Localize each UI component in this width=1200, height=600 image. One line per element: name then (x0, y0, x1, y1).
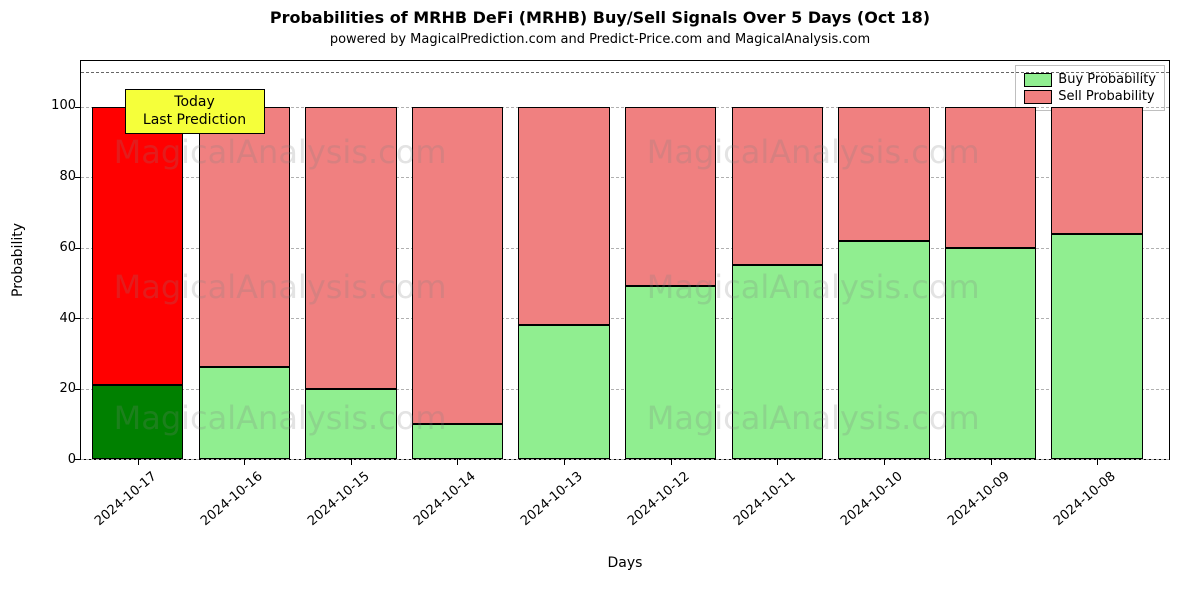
x-tick-label: 2024-10-15 (286, 469, 372, 545)
y-tick-label: 80 (16, 169, 76, 184)
y-tick-label: 60 (16, 240, 76, 255)
x-tick-mark (671, 459, 672, 465)
x-tick-mark (138, 459, 139, 465)
buy-bar (518, 325, 609, 459)
x-tick-mark (777, 459, 778, 465)
buy-bar (732, 265, 823, 459)
buy-bar (838, 241, 929, 459)
x-tick-mark (351, 459, 352, 465)
callout-line2: Last Prediction (136, 112, 254, 130)
buy-bar (1051, 234, 1142, 459)
sell-bar (412, 107, 503, 424)
figure: Probabilities of MRHB DeFi (MRHB) Buy/Se… (0, 0, 1200, 600)
buy-bar (945, 248, 1036, 459)
buy-bar (305, 389, 396, 459)
bar-group (305, 61, 396, 459)
x-tick-label: 2024-10-16 (180, 469, 266, 545)
buy-bar (92, 385, 183, 459)
bar-group (732, 61, 823, 459)
bar-group (945, 61, 1036, 459)
sell-bar (199, 107, 290, 368)
x-tick-label: 2024-10-17 (73, 469, 159, 545)
bar-group (625, 61, 716, 459)
x-tick-mark (884, 459, 885, 465)
x-tick-mark (991, 459, 992, 465)
buy-bar (625, 286, 716, 459)
today-callout: TodayLast Prediction (125, 89, 265, 134)
chart-title: Probabilities of MRHB DeFi (MRHB) Buy/Se… (0, 8, 1200, 27)
plot-area: Buy ProbabilitySell Probability 2024-10-… (80, 60, 1170, 460)
sell-bar (625, 107, 716, 287)
y-axis-label: Probability (8, 60, 28, 460)
y-tick-label: 40 (16, 311, 76, 326)
y-tick-label: 0 (16, 452, 76, 467)
sell-bar (732, 107, 823, 265)
x-tick-label: 2024-10-09 (926, 469, 1012, 545)
sell-bar (1051, 107, 1142, 234)
x-tick-label: 2024-10-13 (499, 469, 585, 545)
x-tick-label: 2024-10-10 (819, 469, 905, 545)
x-tick-label: 2024-10-14 (393, 469, 479, 545)
x-tick-label: 2024-10-11 (713, 469, 799, 545)
x-tick-mark (1097, 459, 1098, 465)
bar-group (838, 61, 929, 459)
bar-group (412, 61, 503, 459)
x-tick-mark (457, 459, 458, 465)
sell-bar (838, 107, 929, 241)
x-tick-label: 2024-10-12 (606, 469, 692, 545)
y-tick-label: 100 (16, 98, 76, 113)
bar-group (1051, 61, 1142, 459)
x-tick-mark (564, 459, 565, 465)
bar-group (518, 61, 609, 459)
sell-bar (518, 107, 609, 325)
chart-subtitle: powered by MagicalPrediction.com and Pre… (0, 32, 1200, 47)
buy-bar (412, 424, 503, 459)
x-tick-mark (244, 459, 245, 465)
y-axis-label-text: Probability (10, 223, 26, 297)
x-tick-label: 2024-10-08 (1033, 469, 1119, 545)
sell-bar (92, 107, 183, 385)
callout-line1: Today (136, 94, 254, 112)
sell-bar (305, 107, 396, 389)
sell-bar (945, 107, 1036, 248)
y-tick-label: 20 (16, 381, 76, 396)
x-axis-label: Days (80, 555, 1170, 571)
buy-bar (199, 367, 290, 459)
